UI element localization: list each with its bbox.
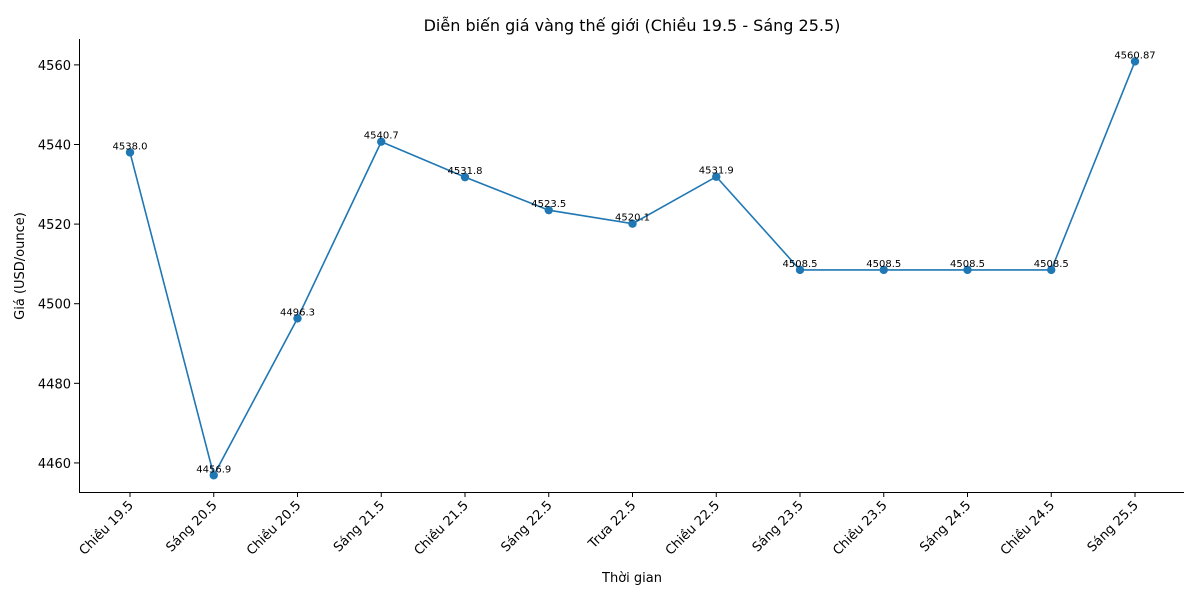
y-tick-label: 4560 [38, 59, 71, 74]
x-tick-label: Sáng 25.5 [1085, 498, 1142, 555]
x-axis-ticks: Chiều 19.5 Sáng 20.5 Chiều 20.5 Sáng 21.5 Ch… [77, 492, 1142, 559]
x-tick-label: Chiều 20.5 [244, 498, 304, 558]
chart-title: Diễn biến giá vàng thế giới (Chiều 19.5 … [424, 16, 841, 35]
y-tick-label: 4480 [38, 377, 71, 392]
data-point [377, 137, 386, 146]
data-label: 4540.7 [364, 131, 399, 142]
data-label: 4496.3 [280, 307, 315, 318]
y-tick-label: 4460 [38, 457, 71, 472]
x-axis-label: Thời gian [601, 571, 662, 586]
data-label: 4531.9 [699, 166, 734, 177]
x-tick-label: Sáng 21.5 [331, 498, 388, 555]
data-label: 4456.9 [196, 464, 231, 475]
data-label: 4508.5 [1034, 259, 1069, 270]
x-tick-label: Chiều 21.5 [412, 498, 472, 558]
data-point [125, 148, 135, 157]
x-tick-label: Sáng 22.5 [498, 498, 555, 555]
y-tick-label: 4520 [38, 218, 71, 233]
x-tick-label: Trưa 22.5 [585, 498, 639, 552]
data-label: 4523.5 [531, 199, 566, 210]
y-axis-label: Giá (USD/ounce) [13, 212, 28, 320]
data-point [293, 314, 302, 323]
data-point [712, 172, 721, 181]
x-tick-label: Sáng 23.5 [750, 498, 807, 555]
y-axis-ticks: 4460 4480 4500 4520 4540 4560 [38, 59, 79, 472]
data-labels: 4538.0 4456.9 4496.3 4540.7 4531.8 4523.5 4520… [113, 50, 1156, 475]
data-point [1047, 265, 1056, 275]
data-point [795, 265, 805, 275]
data-points [125, 57, 1140, 480]
data-label: 4508.5 [783, 259, 818, 270]
x-tick-label: Sáng 20.5 [163, 498, 220, 555]
data-point [628, 219, 637, 228]
x-tick-label: Chiều 24.5 [998, 498, 1058, 558]
x-tick-label: Chiều 19.5 [77, 498, 137, 558]
data-point [879, 265, 888, 275]
data-label: 4531.8 [448, 166, 483, 177]
data-label: 4508.5 [950, 259, 985, 270]
x-tick-label: Sáng 24.5 [917, 498, 974, 555]
data-point [1130, 57, 1140, 66]
data-point [963, 265, 972, 275]
data-point [460, 172, 470, 182]
data-point [544, 205, 553, 215]
y-tick-label: 4540 [38, 138, 71, 153]
data-label: 4538.0 [113, 141, 148, 152]
data-label: 4560.87 [1114, 50, 1155, 61]
data-label: 4520.1 [615, 213, 650, 224]
data-point [209, 471, 218, 480]
x-tick-label: Chiều 22.5 [663, 498, 723, 558]
y-tick-label: 4500 [38, 298, 71, 313]
x-tick-label: Chiều 23.5 [830, 498, 890, 558]
data-label: 4508.5 [866, 259, 901, 270]
